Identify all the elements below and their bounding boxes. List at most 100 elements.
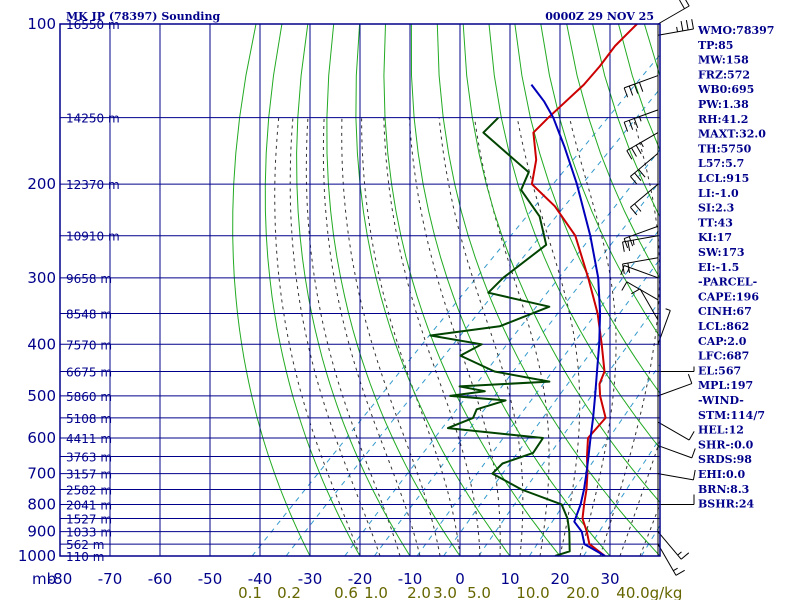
wind-barb-flag xyxy=(631,288,641,295)
height-label: 9658 m xyxy=(66,272,112,286)
index-item: CAPE:196 xyxy=(698,290,759,303)
index-item: SI:2.3 xyxy=(698,202,734,215)
wind-barb xyxy=(657,531,690,560)
wind-barb-flag xyxy=(676,26,678,32)
grid-layer xyxy=(60,24,800,556)
wind-barb xyxy=(622,235,659,252)
moist-adiabat xyxy=(569,117,617,556)
wind-barb-shaft xyxy=(630,183,659,208)
wind-barb-flag xyxy=(627,240,631,251)
index-item: MPL:197 xyxy=(698,379,753,392)
wind-barb-flag xyxy=(688,431,695,441)
mixing-ratio-label: 40.0 xyxy=(616,584,649,600)
wind-barb xyxy=(623,75,659,98)
moist-adiabat xyxy=(274,117,361,556)
moist-adiabat xyxy=(408,117,501,556)
index-item: BSHR:24 xyxy=(698,498,754,511)
mixing-ratio-unit: g/kg xyxy=(650,584,683,600)
pressure-tick-label: 800 xyxy=(27,495,56,513)
index-item: CAP:2.0 xyxy=(698,335,747,348)
chart-time: 0000Z 29 NOV 25 xyxy=(545,10,654,23)
dry-adiabat xyxy=(774,24,800,556)
wind-barb-layer xyxy=(620,0,696,576)
wind-barb-flag xyxy=(691,448,696,459)
temperature-tick-label: 20 xyxy=(550,570,569,588)
height-label: 3157 m xyxy=(66,468,112,482)
wind-barb-flag xyxy=(633,84,639,94)
height-label: 1033 m xyxy=(66,526,112,540)
index-item: BRN:8.3 xyxy=(698,483,749,496)
height-label: 110 m xyxy=(66,550,104,564)
temperature-trace xyxy=(530,24,638,556)
dry-adiabat xyxy=(592,24,660,218)
moist-adiabat xyxy=(305,117,401,556)
pressure-tick-label: 500 xyxy=(27,387,56,405)
wind-barb xyxy=(658,366,695,373)
wind-barb xyxy=(657,445,696,459)
wind-barb xyxy=(630,152,659,185)
wind-barb-flag xyxy=(623,121,629,132)
index-item: STM:114/7 xyxy=(698,409,765,422)
dewpoint-trace xyxy=(429,116,571,556)
height-label: 3763 m xyxy=(66,450,112,464)
mixing-ratio-label: 10.0 xyxy=(516,584,549,600)
temperature-tick-label: -80 xyxy=(48,570,73,588)
pressure-tick-label: 300 xyxy=(27,269,56,287)
temperature-tick-label: 10 xyxy=(500,570,519,588)
mixing-ratio-line xyxy=(251,54,660,556)
wind-barb-shaft xyxy=(657,531,682,560)
wind-barb-flag xyxy=(621,281,628,291)
mixing-ratio-label: 0.6 xyxy=(334,584,358,600)
mixing-ratio-label: 1.0 xyxy=(364,584,388,600)
dry-adiabat xyxy=(326,24,461,556)
index-item: -PARCEL- xyxy=(698,276,757,289)
pressure-tick-label: 900 xyxy=(27,523,56,541)
wind-barb xyxy=(626,132,659,160)
index-item: CINH:67 xyxy=(698,305,752,318)
wind-barb xyxy=(658,494,695,505)
wind-barb-shaft xyxy=(624,75,659,89)
wind-barb-shaft xyxy=(626,132,659,152)
axis-unit-label: mb xyxy=(32,570,56,588)
wind-barb xyxy=(657,469,696,481)
index-item: LCL:862 xyxy=(698,320,749,333)
wind-barb-shaft xyxy=(622,257,659,265)
wind-barb-flag xyxy=(635,144,642,155)
moist-adiabat xyxy=(383,117,481,556)
pressure-tick-label: 200 xyxy=(27,175,56,193)
index-item: KI:17 xyxy=(698,231,732,244)
wind-barb xyxy=(623,225,659,249)
height-label: 1527 m xyxy=(66,512,112,526)
mixing-ratio-label: 2.0 xyxy=(407,584,431,600)
mixing-ratio-line xyxy=(583,437,660,556)
wind-barb-flag xyxy=(685,0,690,7)
wind-barb-flag xyxy=(687,373,693,384)
wind-barb-shaft xyxy=(657,473,694,481)
wind-barb-shaft xyxy=(624,225,659,240)
trace-layer xyxy=(429,24,638,556)
wind-barb-shaft xyxy=(630,152,659,177)
wind-barb-shaft xyxy=(639,288,659,321)
temperature-tick-label: -70 xyxy=(98,570,123,588)
moist-adiabat xyxy=(599,117,660,556)
temperature-tick-label: -20 xyxy=(348,570,373,588)
wind-barb-flag xyxy=(633,118,639,129)
index-item: LFC:687 xyxy=(698,350,749,363)
height-label: 2041 m xyxy=(66,498,112,512)
moist-adiabat xyxy=(516,117,581,556)
height-label: 562 m xyxy=(66,538,104,552)
moist-adiabat xyxy=(289,117,381,556)
wind-barb-flag xyxy=(632,239,635,246)
wind-barb-flag xyxy=(630,176,638,185)
wind-barb-flag xyxy=(623,87,629,98)
height-label: 5860 m xyxy=(66,390,112,404)
wind-barb-flag xyxy=(640,142,644,148)
temperature-tick-label: 30 xyxy=(600,570,619,588)
wind-barb-flag xyxy=(675,569,685,576)
index-item: WB0:695 xyxy=(697,83,754,96)
wind-barb-flag xyxy=(626,150,633,160)
wind-barb-shaft xyxy=(657,383,692,397)
wind-barb-flag xyxy=(622,241,625,252)
